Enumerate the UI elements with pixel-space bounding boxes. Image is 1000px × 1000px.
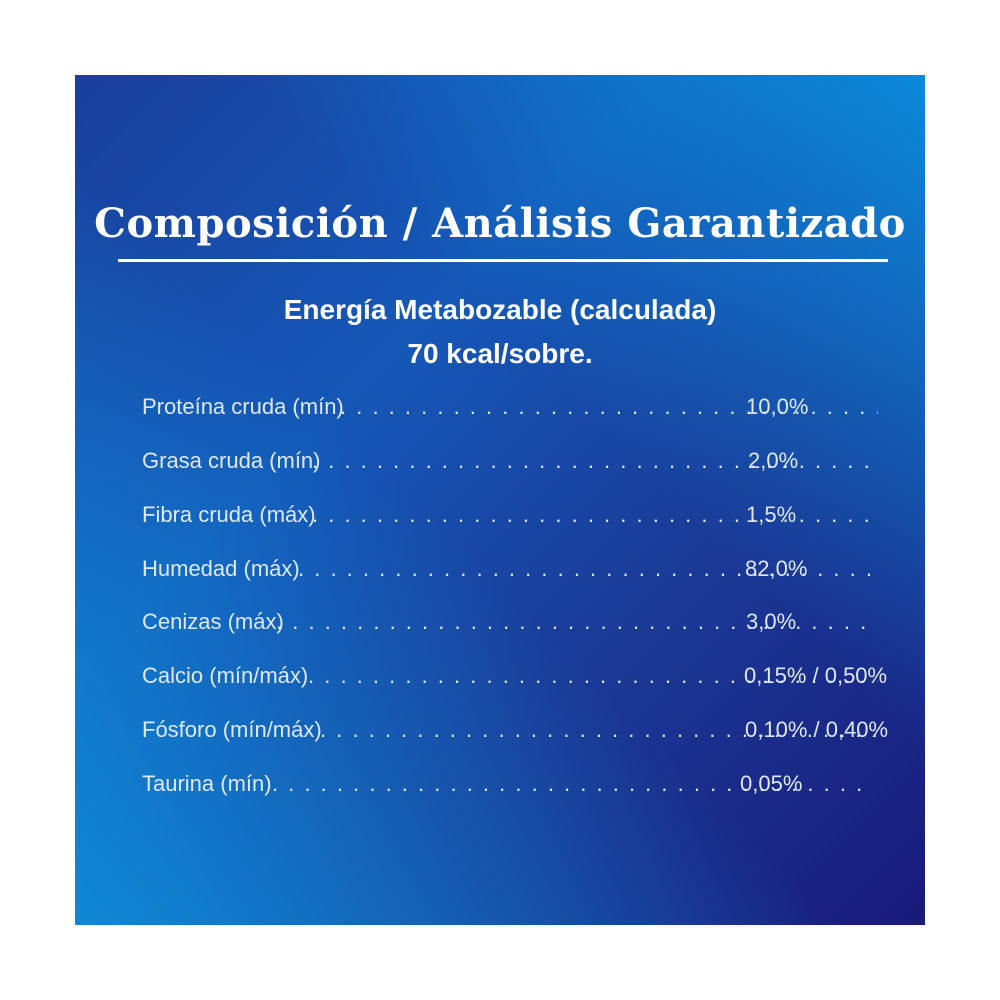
row-value: 0,10% / 0,40% [745,717,889,742]
analysis-row-proteina: Proteína cruda (mín) . . . . . . . . . .… [142,390,902,424]
analysis-row-fosforo: Fósforo (mín/máx) . . . . . . . . . . . … [142,713,902,747]
dot-leader: . . . . . . . . . . . . . . . . . . . . … [308,663,878,688]
row-value: 1,5% [746,502,797,527]
row-label: Fósforo (mín/máx) [142,717,322,742]
row-value: 0,05% [740,771,803,796]
row-label: Grasa cruda (mín) [142,448,321,473]
energy-value: 70 kcal/sobre. [407,338,593,369]
row-label: Proteína cruda (mín) [142,394,344,419]
row-label: Taurina (mín) [142,771,272,796]
analysis-row-cenizas: Cenizas (máx) . . . . . . . . . . . . . … [142,605,902,639]
dot-leader: . . . . . . . . . . . . . . . . . . . . … [312,502,878,527]
analysis-row-calcio: Calcio (mín/máx) . . . . . . . . . . . .… [142,659,902,693]
page-title: Composición / Análisis Garantizado [94,200,906,247]
dot-leader: . . . . . . . . . . . . . . . . . . . . … [272,771,868,796]
row-value: 82,0% [745,556,808,581]
row-value: 10,0% [746,394,809,419]
dot-leader: . . . . . . . . . . . . . . . . . . . . … [320,717,878,742]
background-panel [75,75,925,925]
row-label: Humedad (máx) [142,556,300,581]
dot-leader: . . . . . . . . . . . . . . . . . . . . … [298,556,878,581]
title-divider [118,259,888,262]
row-label: Calcio (mín/máx) [142,663,309,688]
row-value: 3,0% [746,609,797,634]
analysis-row-humedad: Humedad (máx) . . . . . . . . . . . . . … [142,552,902,586]
analysis-row-grasa: Grasa cruda (mín) . . . . . . . . . . . … [142,444,902,478]
row-label: Cenizas (máx) [142,609,284,634]
dot-leader: . . . . . . . . . . . . . . . . . . . . … [340,394,878,419]
row-label: Fibra cruda (máx) [142,502,316,527]
dot-leader: . . . . . . . . . . . . . . . . . . . . … [276,609,878,634]
analysis-row-fibra: Fibra cruda (máx) . . . . . . . . . . . … [142,498,902,532]
row-value: 0,15% / 0,50% [744,663,888,688]
row-value: 2,0% [748,448,799,473]
analysis-row-taurina: Taurina (mín) . . . . . . . . . . . . . … [142,767,902,801]
dot-leader: . . . . . . . . . . . . . . . . . . . . … [312,448,878,473]
energy-heading: Energía Metabozable (calculada) [283,294,717,325]
